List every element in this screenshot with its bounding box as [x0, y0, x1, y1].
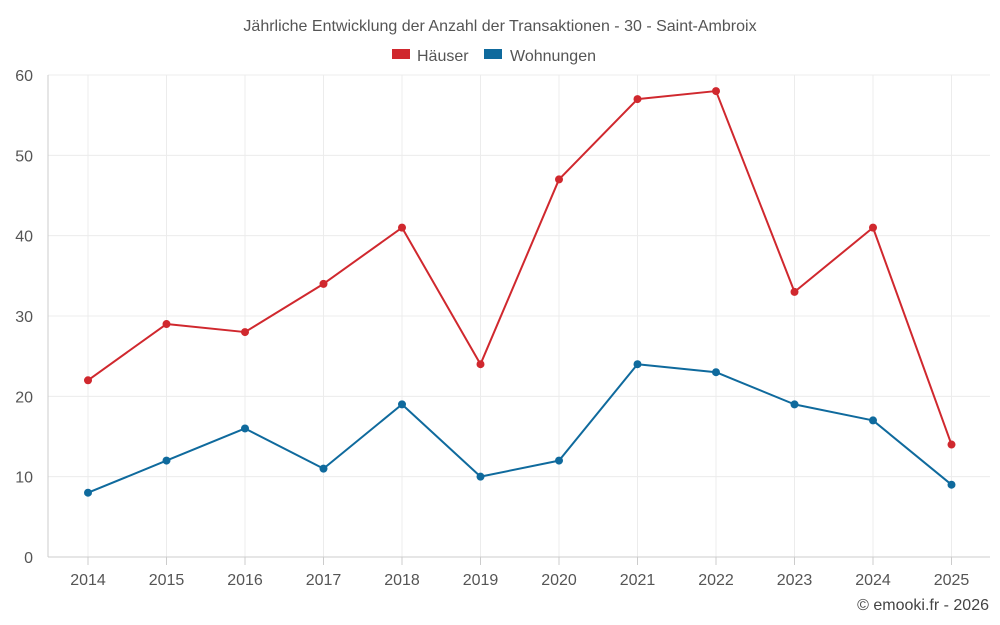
data-point-haeuser[interactable]: Häuser 2024: 41 [869, 223, 877, 232]
data-point-wohnungen[interactable]: Wohnungen 2022: 23 [712, 368, 720, 377]
data-point-wohnungen[interactable]: Wohnungen 2014: 8 [84, 488, 92, 497]
data-point-haeuser[interactable]: Häuser 2014: 22 [84, 376, 92, 385]
series-haeuser: Häuser 2014: 22 Häuser 2015: 29 Häuser 201… [84, 87, 956, 449]
data-point-haeuser[interactable]: Häuser 2016: 28 [241, 328, 249, 337]
data-point-wohnungen[interactable]: Wohnungen 2016: 16 [241, 424, 249, 433]
chart-title: Jährliche Entwicklung der Anzahl der Tra… [243, 18, 756, 35]
data-point-wohnungen[interactable]: Wohnungen 2015: 12 [162, 456, 171, 465]
y-tick-label: 50 [15, 148, 33, 165]
data-point-haeuser[interactable]: Häuser 2025: 14 [947, 440, 956, 449]
legend-swatch-haeuser [392, 49, 410, 59]
x-tick-label: 2025 [934, 572, 970, 589]
data-point-haeuser[interactable]: Häuser 2019: 24 [476, 360, 485, 369]
credit: © emooki.fr - 2026 [857, 597, 989, 614]
y-tick-label: 60 [15, 68, 33, 85]
data-point-haeuser[interactable]: Häuser 2018: 41 [398, 223, 406, 232]
x-tick-label: 2019 [463, 572, 499, 589]
y-tick-label: 0 [24, 550, 33, 567]
y-tick-label: 40 [15, 229, 33, 246]
legend-label-wohnungen[interactable]: Wohnungen [510, 48, 596, 65]
x-tick-label: 2018 [384, 572, 420, 589]
x-tick-label: 2020 [541, 572, 577, 589]
data-point-wohnungen[interactable]: Wohnungen 2019: 10 [476, 472, 485, 481]
x-tick-label: 2015 [149, 572, 185, 589]
x-tick-label: 2021 [620, 572, 656, 589]
data-point-haeuser[interactable]: Häuser 2021: 57 [633, 95, 642, 104]
series-wohnungen: Wohnungen 2014: 8 Wohnungen 2015: 12 Wohnu… [84, 360, 956, 497]
axes: 0 10 20 30 40 50 60 2014 2015 2016 2017 2018 2019 202… [15, 68, 990, 589]
series-line-wohnungen [87, 363, 953, 494]
y-tick-label: 30 [15, 309, 33, 326]
data-point-haeuser[interactable]: Häuser 2020: 47 [555, 175, 563, 184]
x-tick-label: 2017 [306, 572, 342, 589]
x-tick-label: 2016 [227, 572, 263, 589]
data-point-haeuser[interactable]: Häuser 2015: 29 [162, 320, 171, 329]
series-line-haeuser [87, 90, 953, 445]
legend-label-haeuser[interactable]: Häuser [417, 48, 469, 65]
x-tick-label: 2024 [855, 572, 891, 589]
legend-swatch-wohnungen [484, 49, 502, 59]
data-point-wohnungen[interactable]: Wohnungen 2018: 19 [398, 400, 406, 409]
data-point-wohnungen[interactable]: Wohnungen 2021: 24 [633, 360, 642, 369]
grid [48, 74, 990, 557]
data-point-wohnungen[interactable]: Wohnungen 2020: 12 [555, 456, 563, 465]
data-point-haeuser[interactable]: Häuser 2023: 33 [790, 287, 799, 296]
series: Häuser 2014: 22 Häuser 2015: 29 Häuser 201… [84, 87, 956, 497]
data-point-wohnungen[interactable]: Wohnungen 2023: 19 [790, 400, 799, 409]
x-tick-label: 2022 [698, 572, 734, 589]
data-point-haeuser[interactable]: Häuser 2017: 34 [319, 279, 328, 288]
data-point-wohnungen[interactable]: Wohnungen 2024: 17 [869, 416, 877, 425]
legend: Häuser Wohnungen [392, 48, 596, 65]
y-tick-label: 10 [15, 470, 33, 487]
x-tick-label: 2014 [70, 572, 106, 589]
data-point-wohnungen[interactable]: Wohnungen 2017: 11 [319, 464, 328, 473]
y-tick-label: 20 [15, 389, 33, 406]
data-point-haeuser[interactable]: Häuser 2022: 58 [712, 87, 720, 96]
x-tick-label: 2023 [777, 572, 813, 589]
data-point-wohnungen[interactable]: Wohnungen 2025: 9 [947, 480, 956, 489]
